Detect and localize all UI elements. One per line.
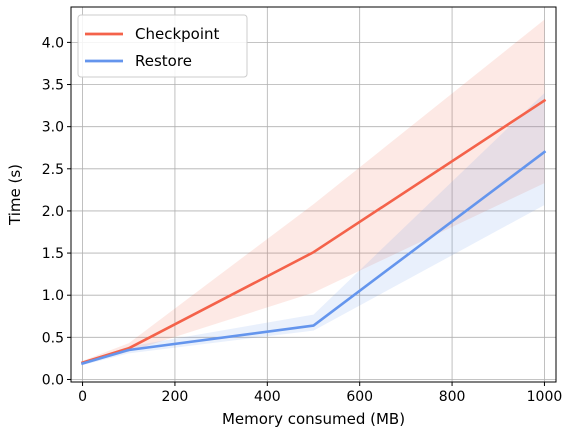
x-tick-label: 800 bbox=[439, 389, 466, 405]
x-tick-label: 600 bbox=[346, 389, 373, 405]
checkpoint-confidence-band bbox=[82, 19, 545, 365]
restore-confidence-band bbox=[82, 92, 545, 366]
restore-series-line bbox=[80, 150, 547, 366]
plot-frame bbox=[70, 6, 557, 383]
x-tick-label: 1000 bbox=[527, 389, 563, 405]
x-tick-label: 400 bbox=[254, 389, 281, 405]
band-layer bbox=[82, 19, 545, 366]
y-tick-label: 0.5 bbox=[42, 330, 64, 346]
y-tick-label: 0.0 bbox=[42, 372, 64, 388]
legend-label-restore: Restore bbox=[135, 52, 192, 70]
legend: Checkpoint Restore bbox=[77, 14, 248, 78]
tick-layer: 0 200 400 600 800 1000 0.0 0.5 1.0 1.5 2.0 2.5 3.0 3.… bbox=[42, 35, 563, 405]
legend-label-checkpoint: Checkpoint bbox=[135, 25, 220, 43]
line-layer bbox=[80, 98, 547, 366]
y-tick-label: 2.5 bbox=[42, 162, 64, 178]
y-tick-label: 3.0 bbox=[42, 120, 64, 136]
x-tick-label: 0 bbox=[78, 389, 87, 405]
y-tick-label: 1.0 bbox=[42, 288, 64, 304]
y-axis-label: Time (s) bbox=[6, 164, 24, 226]
y-tick-label: 4.0 bbox=[42, 35, 64, 51]
x-tick-label: 200 bbox=[162, 389, 189, 405]
x-axis-label: Memory consumed (MB) bbox=[222, 410, 405, 428]
y-tick-label: 3.5 bbox=[42, 78, 64, 94]
y-tick-label: 2.0 bbox=[42, 204, 64, 220]
y-tick-label: 1.5 bbox=[42, 246, 64, 262]
